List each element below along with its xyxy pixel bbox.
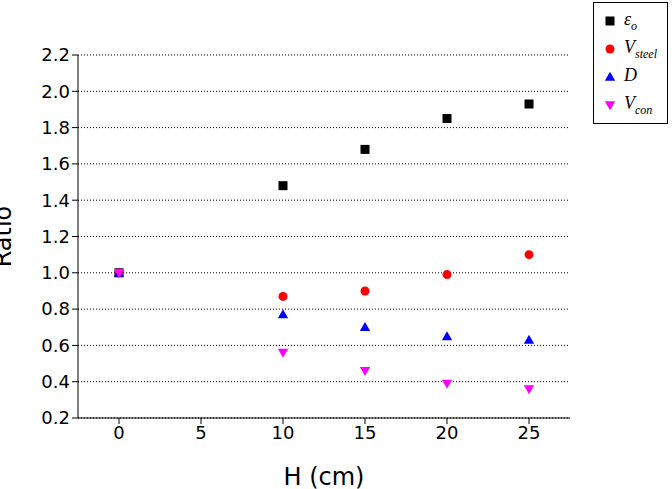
svg-text:0.2: 0.2 xyxy=(41,407,70,428)
html-text:εo: εo xyxy=(624,8,638,33)
svg-text:1.0: 1.0 xyxy=(41,262,70,283)
svg-text:1.2: 1.2 xyxy=(41,226,70,247)
svg-text:10: 10 xyxy=(272,422,295,443)
svg-text:20: 20 xyxy=(436,422,459,443)
svg-text:0.6: 0.6 xyxy=(41,335,70,356)
html-text:D: D xyxy=(624,64,637,85)
svg-text:2.2: 2.2 xyxy=(41,44,70,65)
html-text:Vsteel: Vsteel xyxy=(624,36,657,61)
svg-text:Ratio: Ratio xyxy=(8,206,17,268)
svg-text:15: 15 xyxy=(354,422,377,443)
svg-text:5: 5 xyxy=(195,422,206,443)
html-text:Vcon: Vcon xyxy=(624,92,653,117)
svg-text:1.4: 1.4 xyxy=(41,190,70,211)
svg-text:0.4: 0.4 xyxy=(41,371,70,392)
svg-text:1.8: 1.8 xyxy=(41,117,70,138)
svg-text:0.8: 0.8 xyxy=(41,298,70,319)
svg-text:2.0: 2.0 xyxy=(41,81,70,102)
svg-text:25: 25 xyxy=(518,422,541,443)
svg-text:H (cm): H (cm) xyxy=(284,463,365,489)
svg-text:0: 0 xyxy=(113,422,124,443)
svg-text:1.6: 1.6 xyxy=(41,153,70,174)
